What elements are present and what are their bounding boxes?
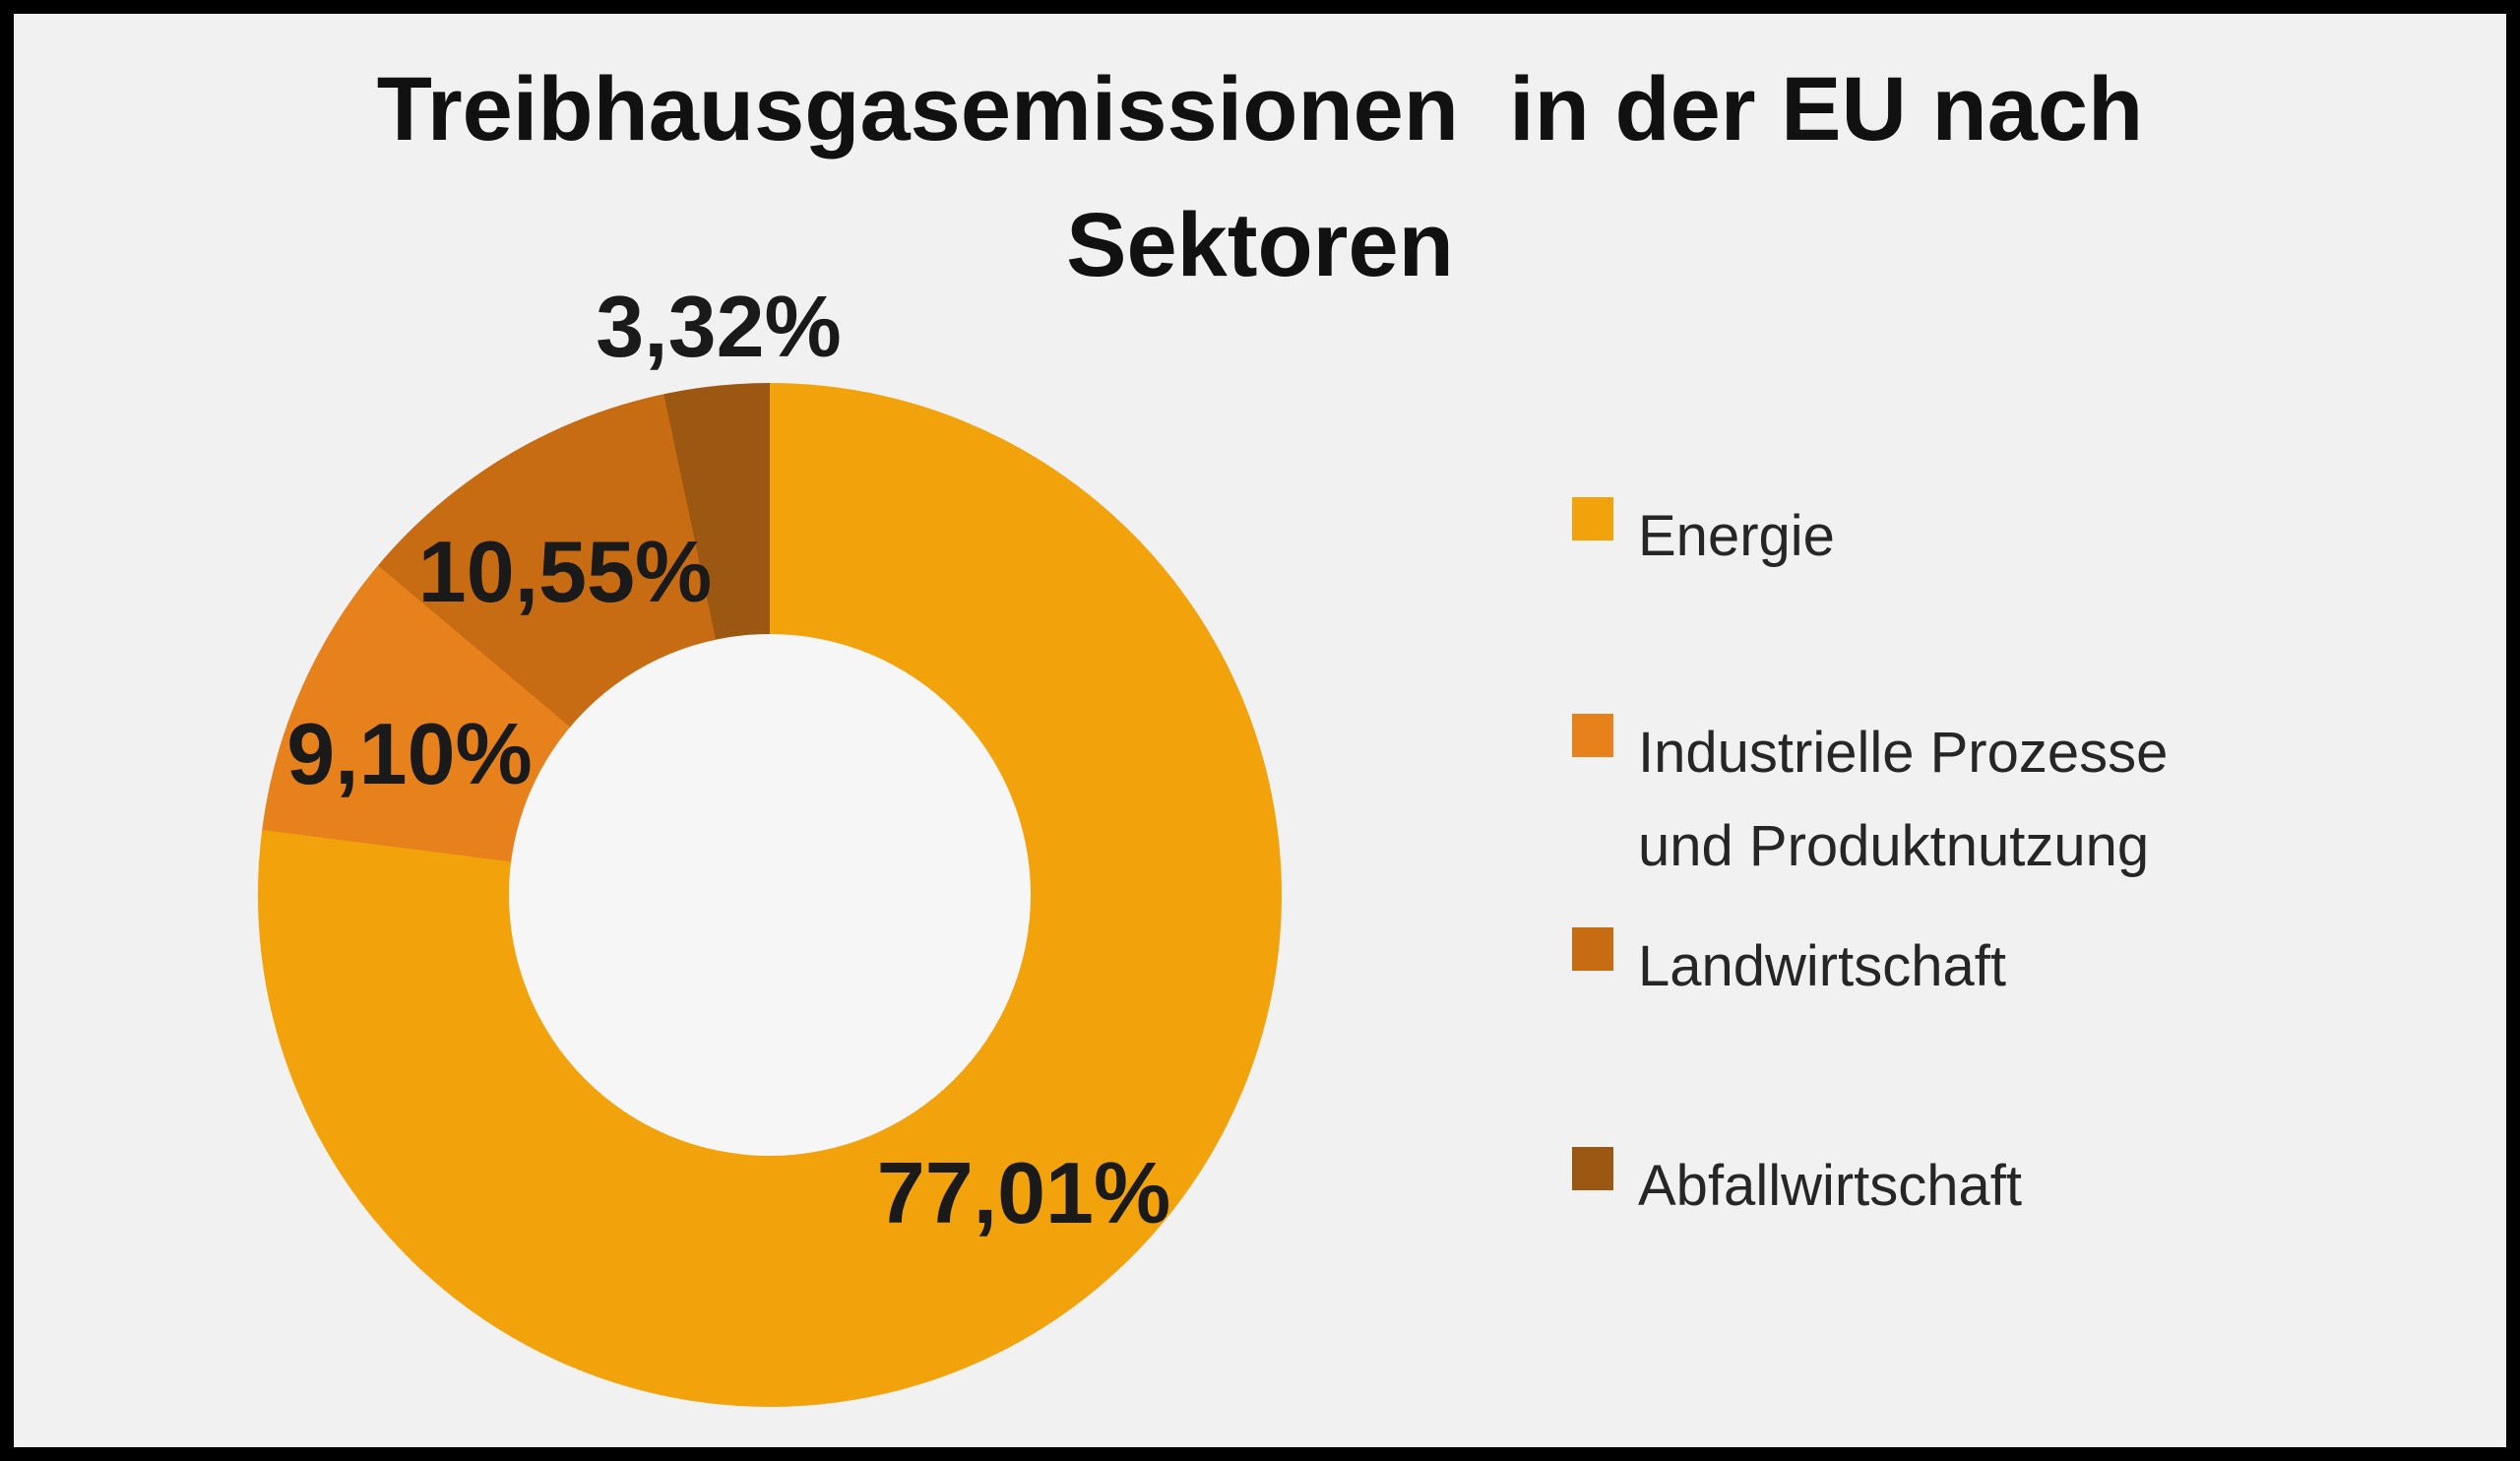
data-label-energie: 77,01%	[876, 1144, 1171, 1241]
donut-hole	[509, 634, 1031, 1156]
legend-label-industrielle-prozesse: Industrielle Prozesse und Produktnutzung	[1638, 706, 2168, 893]
legend-label-industrielle-line-1: Industrielle Prozesse	[1638, 721, 2169, 785]
legend-swatch-abfallwirtschaft	[1572, 1147, 1613, 1190]
legend-item-industrielle-prozesse: Industrielle Prozesse und Produktnutzung	[1572, 706, 2168, 893]
data-label-abfallwirtschaft: 3,32%	[596, 278, 842, 375]
legend-label-abfallwirtschaft: Abfallwirtschaft	[1638, 1139, 2022, 1233]
legend-label-energie-line-1: Energie	[1638, 504, 1835, 568]
chart-title: Treibhausgasemissionen in der EU nach Se…	[14, 41, 2506, 313]
data-label-landwirtschaft: 10,55%	[417, 523, 713, 620]
legend-label-industrielle-line-2: und Produktnutzung	[1638, 814, 2150, 878]
legend-item-landwirtschaft: Landwirtschaft	[1572, 920, 2006, 1013]
legend-swatch-landwirtschaft	[1572, 927, 1613, 971]
legend-item-energie: Energie	[1572, 489, 1835, 583]
chart-title-line-1: Treibhausgasemissionen in der EU nach	[376, 59, 2144, 159]
chart-title-line-2: Sektoren	[1066, 195, 1454, 295]
legend-swatch-industrielle-prozesse	[1572, 714, 1613, 757]
legend-label-abfallwirtschaft-line-1: Abfallwirtschaft	[1638, 1154, 2023, 1218]
legend-item-abfallwirtschaft: Abfallwirtschaft	[1572, 1139, 2022, 1233]
legend-label-energie: Energie	[1638, 489, 1835, 583]
donut-chart	[258, 383, 1282, 1407]
data-label-industrielle-prozesse: 9,10%	[286, 705, 533, 802]
legend-label-landwirtschaft-line-1: Landwirtschaft	[1638, 934, 2006, 998]
legend-label-landwirtschaft: Landwirtschaft	[1638, 920, 2006, 1013]
legend-swatch-energie	[1572, 497, 1613, 540]
